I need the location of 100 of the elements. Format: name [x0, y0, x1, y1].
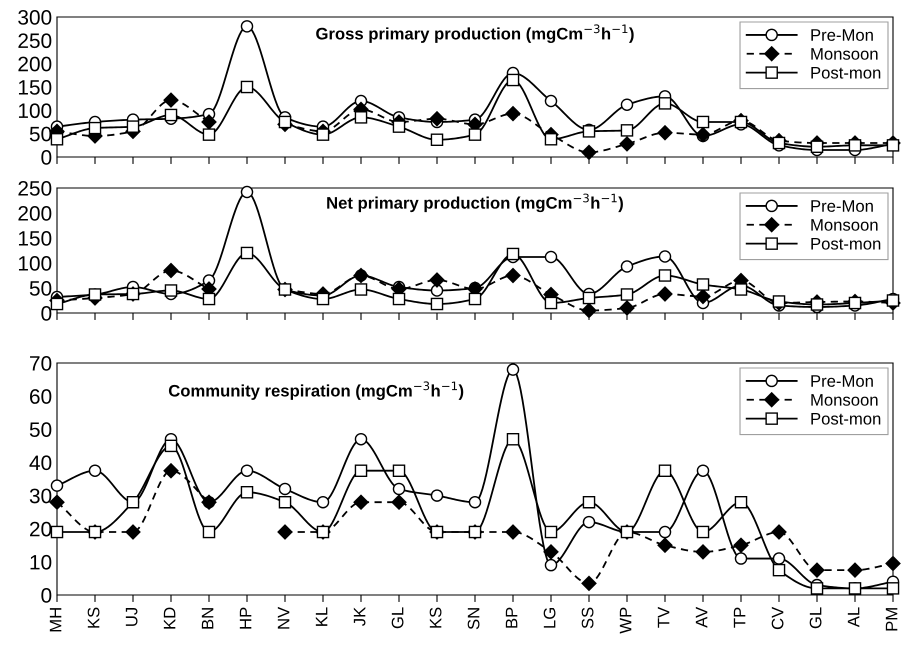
- point: [240, 464, 254, 477]
- x-tick-label: TV: [658, 606, 670, 628]
- y-tick-label: 50: [30, 281, 52, 296]
- point: [734, 116, 748, 128]
- x-tick-label: PM: [886, 608, 898, 630]
- x-tick-label: JK: [354, 606, 366, 626]
- point: [506, 363, 520, 376]
- x-tick-label: WP: [620, 608, 632, 634]
- legend-label: Monsoon: [811, 394, 878, 406]
- point: [354, 432, 368, 446]
- point: [506, 248, 520, 260]
- point: [544, 526, 558, 538]
- y-tick-label: 0: [41, 306, 52, 321]
- y-tick-label: 100: [18, 103, 52, 118]
- point: [734, 283, 748, 296]
- point: [848, 296, 862, 310]
- point: [354, 111, 368, 124]
- point: [50, 298, 64, 310]
- point: [771, 524, 787, 540]
- x-tick-label: KL: [316, 607, 328, 626]
- point: [316, 128, 330, 141]
- legend-label: Post-mon: [811, 413, 880, 425]
- y-tick-label: 250: [18, 33, 52, 48]
- point: [430, 298, 444, 310]
- point: [696, 278, 710, 291]
- y-tick-label: 150: [18, 231, 52, 246]
- point: [544, 133, 558, 146]
- x-tick-label: AL: [848, 607, 860, 628]
- point: [696, 116, 710, 128]
- point: [430, 489, 444, 502]
- point: [240, 20, 254, 33]
- legend-label: Pre-Mon: [811, 375, 873, 387]
- point: [544, 250, 558, 264]
- y-tick-label: 20: [30, 522, 52, 536]
- y-tick-label: 0: [41, 150, 52, 165]
- x-tick-label: KS: [430, 608, 442, 628]
- point: [619, 300, 635, 316]
- point: [658, 464, 672, 477]
- point: [353, 494, 369, 510]
- point: [810, 298, 824, 311]
- point: [50, 526, 64, 538]
- x-tick-label: KD: [164, 608, 176, 629]
- x-tick-label: GL: [810, 607, 822, 628]
- point: [581, 144, 597, 160]
- point: [886, 582, 900, 595]
- point: [696, 526, 710, 538]
- legend-label: Pre-Mon: [811, 200, 873, 212]
- legend-label: Pre-Mon: [811, 29, 873, 41]
- point: [505, 524, 521, 540]
- point: [810, 582, 824, 595]
- point: [695, 544, 711, 560]
- point: [847, 562, 863, 578]
- point: [695, 127, 711, 142]
- point: [810, 140, 824, 153]
- point: [354, 283, 368, 296]
- y-tick-label: 50: [30, 422, 52, 438]
- y-tick-label: 60: [30, 389, 52, 404]
- point: [809, 562, 825, 578]
- point: [392, 482, 406, 496]
- point: [620, 124, 634, 137]
- point: [772, 136, 786, 150]
- point: [695, 288, 711, 304]
- point: [430, 133, 444, 146]
- y-tick-label: 10: [30, 554, 52, 570]
- point: [581, 302, 597, 318]
- point: [544, 94, 558, 108]
- x-tick-label: TP: [734, 608, 746, 628]
- point: [620, 288, 634, 301]
- point: [733, 538, 749, 553]
- x-tick-label: SN: [468, 608, 480, 630]
- chart-title: Gross primary production (mgCm$^{−3}$h$^{−1}$): [316, 24, 634, 43]
- point: [657, 286, 673, 302]
- x-tick-label: AV: [696, 606, 708, 628]
- point: [50, 133, 64, 146]
- y-tick-label: 150: [18, 80, 52, 95]
- x-tick-label: BP: [506, 608, 518, 628]
- x-tick-label: CV: [772, 606, 784, 630]
- point: [316, 496, 330, 508]
- y-tick-label: 100: [18, 256, 52, 271]
- x-tick-label: SS: [582, 608, 594, 628]
- point: [468, 496, 482, 508]
- point: [657, 538, 673, 553]
- text: Community respiration (mgCm$^{−3}$h$^{−1}$): [168, 381, 464, 400]
- point: [734, 496, 748, 508]
- x-tick-label: GL: [392, 607, 404, 628]
- legend-label: Monsoon: [811, 219, 878, 231]
- point: [657, 125, 673, 140]
- point: [392, 464, 406, 477]
- point: [582, 516, 596, 528]
- y-tick-label: 70: [30, 356, 52, 371]
- point: [658, 97, 672, 110]
- y-tick-label: 250: [18, 181, 52, 196]
- point: [506, 432, 520, 446]
- point: [429, 111, 445, 126]
- y-tick-label: 300: [18, 10, 52, 25]
- point: [278, 116, 292, 128]
- point: [619, 136, 635, 152]
- point: [581, 576, 597, 591]
- chart-title: Net primary production (mgCm$^{−3}$h$^{−1}$): [327, 194, 623, 212]
- point: [392, 120, 406, 133]
